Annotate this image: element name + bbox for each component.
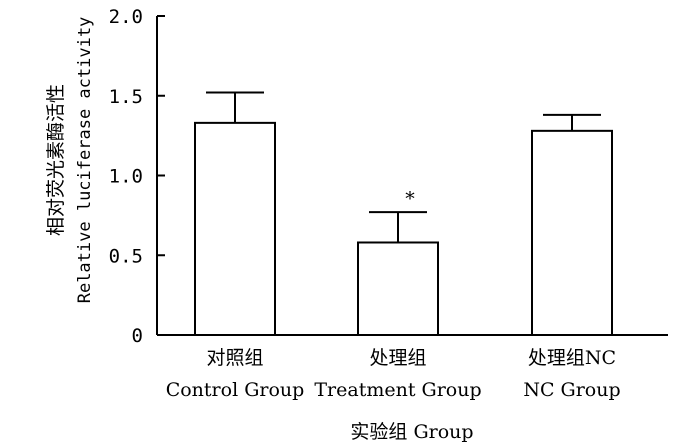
error-bars [206, 91, 601, 243]
x-axis-label: 实验组 Group [350, 421, 473, 443]
x-tick-label-zh: 处理组NC [528, 347, 616, 369]
y-tick-label: 1.5 [109, 86, 143, 108]
bar [357, 241, 439, 337]
y-tick-label: 2.0 [109, 6, 143, 28]
y-tick-label: 0 [132, 325, 143, 347]
y-axis-label: 相对荧光素酶活性 Relative luciferase activity [45, 17, 95, 304]
y-axis-label-en: Relative luciferase activity [75, 17, 95, 304]
annotations: * [405, 188, 415, 210]
bar [531, 129, 613, 336]
bars [194, 121, 613, 337]
y-axis-label-zh: 相对荧光素酶活性 [45, 84, 67, 236]
bar [194, 121, 276, 336]
x-tick-label-en: Control Group [166, 379, 305, 401]
x-axis-categories: 对照组 Control Group 处理组 Treatment Group 处理组NC N… [166, 347, 621, 401]
y-tick-label: 0.5 [109, 245, 143, 267]
x-tick-label-en: NC Group [523, 379, 620, 401]
y-tick-label: 1.0 [109, 166, 143, 188]
x-tick-label-en: Treatment Group [314, 379, 481, 401]
y-axis-ticks: 0 0.5 1.0 1.5 2.0 [109, 6, 165, 347]
significance-marker: * [405, 188, 415, 210]
x-tick-label-zh: 对照组 [206, 347, 263, 369]
x-tick-label-zh: 处理组 [369, 347, 426, 369]
